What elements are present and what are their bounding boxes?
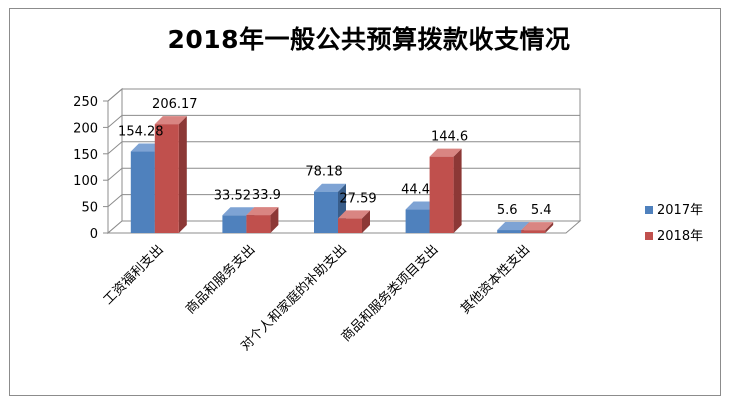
y-axis-ticks: 0 50 100 150 200 250	[73, 95, 109, 242]
y-tick-label: 0	[90, 227, 98, 242]
data-label: 27.59	[339, 191, 376, 206]
bar-top	[497, 222, 530, 231]
bar-top	[246, 207, 279, 216]
category-label: 其他资本性支出	[458, 242, 533, 317]
legend-label: 2018年	[657, 229, 703, 244]
bar-side	[270, 207, 279, 233]
data-label: 33.52	[214, 188, 251, 203]
data-label: 206.17	[152, 97, 198, 112]
bar-front	[497, 230, 522, 233]
bar-front	[521, 230, 546, 233]
data-label: 5.4	[531, 203, 552, 218]
bar-front	[429, 156, 454, 233]
data-label: 144.6	[431, 130, 468, 145]
bar-side	[453, 148, 462, 233]
bar-1-4	[521, 222, 554, 233]
bar-front	[222, 215, 247, 233]
data-label: 5.6	[497, 203, 518, 218]
bar-0-2	[314, 183, 346, 233]
y-tick-label: 150	[73, 148, 98, 163]
bar-top	[154, 116, 187, 125]
bar-side	[362, 210, 370, 233]
y-tick-label: 50	[81, 201, 98, 216]
bar-top	[222, 207, 255, 216]
data-label: 78.18	[305, 165, 342, 180]
bar-front	[405, 209, 430, 233]
legend-swatch	[645, 232, 653, 240]
category-label: 工资福利支出	[101, 242, 167, 308]
bar-1-0	[154, 116, 187, 233]
chart-legend: 2017年 2018年	[645, 203, 703, 244]
legend-label: 2017年	[657, 203, 703, 218]
side-wall	[107, 87, 123, 235]
data-labels: 154.28 206.17 33.52 33.9 78.18 27.59 44.4 144.6…	[118, 97, 551, 218]
bar-top	[314, 183, 346, 192]
gridline	[107, 88, 580, 102]
gridline	[107, 114, 580, 128]
bar-front	[338, 218, 362, 233]
bar-front	[246, 215, 271, 233]
bar-top	[521, 222, 554, 231]
y-tick-label: 100	[73, 174, 98, 189]
bar-side	[178, 116, 187, 233]
bar-1-2	[338, 210, 370, 233]
category-label: 商品和服务支出	[183, 242, 259, 318]
chart-bars	[130, 116, 554, 233]
bar-front	[130, 151, 155, 233]
bar-side	[545, 222, 554, 233]
bar-front	[154, 124, 179, 233]
gridline	[107, 194, 580, 207]
category-label: 对个人和家庭的补助支出	[237, 242, 349, 354]
gridline	[107, 167, 580, 181]
bar-top	[429, 148, 462, 157]
bar-top	[338, 210, 370, 219]
gridline	[107, 141, 580, 155]
data-label: 154.28	[118, 125, 164, 140]
data-label: 33.9	[252, 188, 281, 203]
bar-1-1	[246, 207, 279, 233]
legend-swatch	[645, 206, 653, 214]
y-tick-label: 200	[73, 121, 98, 136]
category-label: 商品和服务类项目支出	[338, 242, 441, 345]
data-label: 44.4	[401, 183, 430, 198]
chart-title: 2018年一般公共预算拨款收支情况	[167, 25, 571, 54]
bar-front	[314, 191, 338, 233]
y-tick-label: 250	[73, 95, 98, 110]
bar-1-3	[429, 148, 462, 233]
